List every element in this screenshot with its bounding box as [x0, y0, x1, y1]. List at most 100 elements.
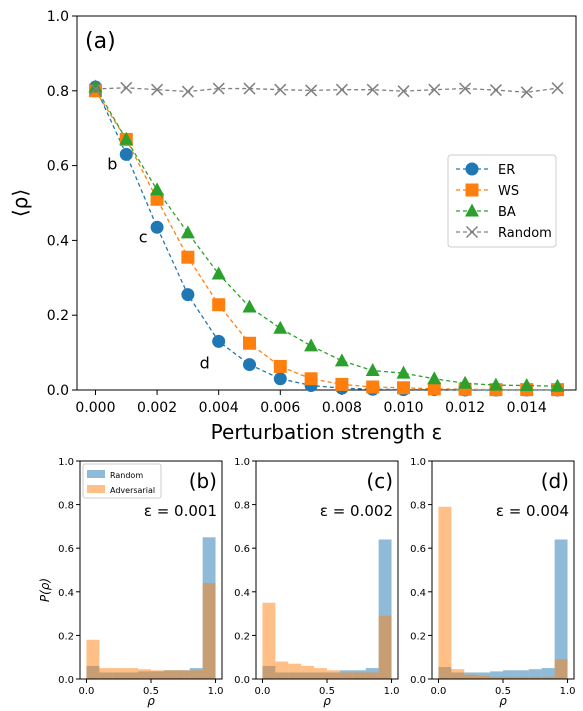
data-point-ws [181, 250, 195, 264]
x-tick-label: 0.5 [495, 686, 511, 697]
legend-label: Random [498, 226, 552, 241]
panel-label: (d) [541, 469, 569, 493]
histogram-bar-adversarial [314, 668, 327, 679]
y-tick-label: 0.4 [234, 588, 250, 599]
data-point-random [428, 83, 441, 96]
y-tick-label: 1.0 [47, 9, 69, 25]
legend-marker [465, 183, 479, 197]
data-point-ws [335, 377, 349, 391]
y-tick-label: 0.2 [234, 631, 250, 642]
x-tick-label: 1.0 [384, 686, 400, 697]
histogram-bar-adversarial [151, 670, 164, 679]
histogram-panel-d: 0.0 0.2 0.4 0.6 0.8 1.0 0.0 0.5 1.0 ρ (d) ε = 0.004 [410, 457, 575, 708]
histogram-bar-adversarial [301, 665, 315, 679]
legend-swatch [87, 485, 105, 493]
y-tick-label: 0.0 [58, 675, 74, 686]
data-point-ws [273, 359, 287, 373]
histogram-bar-adversarial [288, 663, 302, 679]
y-tick-label: 0.2 [47, 308, 69, 324]
x-axis-label: ρ [147, 694, 155, 708]
histogram-bar-adversarial [138, 669, 151, 679]
x-axis-label: ρ [499, 694, 507, 708]
data-point-random [120, 81, 133, 94]
histogram-bar-adversarial [541, 676, 555, 679]
data-point-ws [150, 192, 164, 206]
histogram-bar-random [515, 670, 529, 679]
y-tick-label: 0.2 [58, 631, 74, 642]
y-tick-label: 0.6 [47, 159, 69, 175]
x-tick-label: 1.0 [208, 686, 224, 697]
x-tick-label: 0.014 [507, 400, 547, 416]
histogram-bar-adversarial [451, 669, 465, 679]
point-annotation: d [200, 353, 210, 372]
y-axis-label: P(ρ) [38, 578, 52, 602]
y-tick-label: 0.8 [234, 501, 250, 512]
x-tick-label: 1.0 [560, 686, 576, 697]
legend [447, 154, 557, 248]
epsilon-annotation: ε = 0.002 [320, 502, 393, 520]
data-point-random [489, 84, 502, 97]
y-tick-label: 0.8 [47, 84, 69, 100]
series-line-ba [94, 86, 558, 387]
data-point-ws [427, 382, 441, 396]
histogram-bar-adversarial [464, 674, 478, 679]
legend-label: ER [498, 163, 515, 178]
histogram-bar-adversarial [262, 602, 276, 679]
data-point-er [212, 334, 226, 348]
data-point-ba [242, 299, 257, 313]
y-tick-label: 0.4 [410, 588, 426, 599]
data-point-ba [550, 378, 565, 392]
y-tick-label: 0.6 [234, 544, 250, 555]
y-tick-label: 0.0 [234, 675, 250, 686]
histogram-bar-adversarial [554, 659, 568, 679]
histogram-bar-adversarial [365, 672, 379, 679]
data-point-random [551, 82, 564, 95]
y-tick-label: 1.0 [58, 457, 74, 468]
main-plot-panel: 0.0 0.2 0.4 0.6 0.8 1.0 0.000 0.002 0.004 0.006 0.… [8, 9, 577, 444]
y-tick-label: 0.6 [410, 544, 426, 555]
x-axis-label: Perturbation strength ε [211, 420, 443, 444]
y-tick-label: 0.4 [47, 233, 69, 249]
data-point-ws [397, 381, 411, 395]
histogram-panel-b: 0.0 0.2 0.4 0.6 0.8 1.0 0.0 0.5 1.0 ρ (b) ε = 0.001… [38, 457, 223, 708]
data-point-er [242, 358, 256, 372]
plot-frame [76, 15, 577, 391]
x-tick-label: 0.0 [79, 686, 95, 697]
data-point-random [520, 86, 533, 99]
y-tick-label: 1.0 [410, 457, 426, 468]
data-point-random [274, 83, 287, 96]
histogram-bar-adversarial [327, 670, 340, 679]
data-point-ws [366, 380, 380, 394]
y-tick-label: 0.2 [410, 631, 426, 642]
histogram-bar-adversarial [515, 676, 529, 679]
histogram-bar-adversarial [477, 675, 491, 679]
x-tick-label: 0.0 [255, 686, 271, 697]
histogram-bar-adversarial [86, 639, 100, 679]
histogram-bar-adversarial [352, 672, 366, 679]
data-point-ba [180, 225, 195, 239]
histogram-bar-random [541, 668, 555, 679]
plot-frame [431, 460, 575, 680]
legend-marker [465, 203, 479, 217]
data-point-er [119, 147, 133, 161]
x-tick-label: 0.002 [137, 400, 177, 416]
x-tick-label: 0.5 [319, 686, 335, 697]
histogram-bar-adversarial [202, 583, 216, 679]
panel-label: (c) [366, 469, 393, 493]
data-point-ba [519, 378, 534, 392]
data-point-ba [458, 375, 473, 389]
histogram-bar-adversarial [112, 668, 126, 679]
x-tick-label: 0.5 [143, 686, 159, 697]
data-point-random [335, 83, 348, 96]
histogram-bar-adversarial [125, 668, 139, 679]
data-point-ba [334, 353, 349, 367]
data-point-random [366, 83, 379, 96]
data-point-ba [304, 338, 319, 352]
data-point-er [181, 288, 195, 302]
histogram-bar-adversarial [490, 676, 503, 679]
data-point-ba [273, 320, 288, 334]
panel-label: (b) [189, 469, 217, 493]
histogram-bar-adversarial [378, 615, 392, 679]
legend-label: Adversarial [110, 486, 155, 495]
data-point-random [243, 82, 256, 95]
